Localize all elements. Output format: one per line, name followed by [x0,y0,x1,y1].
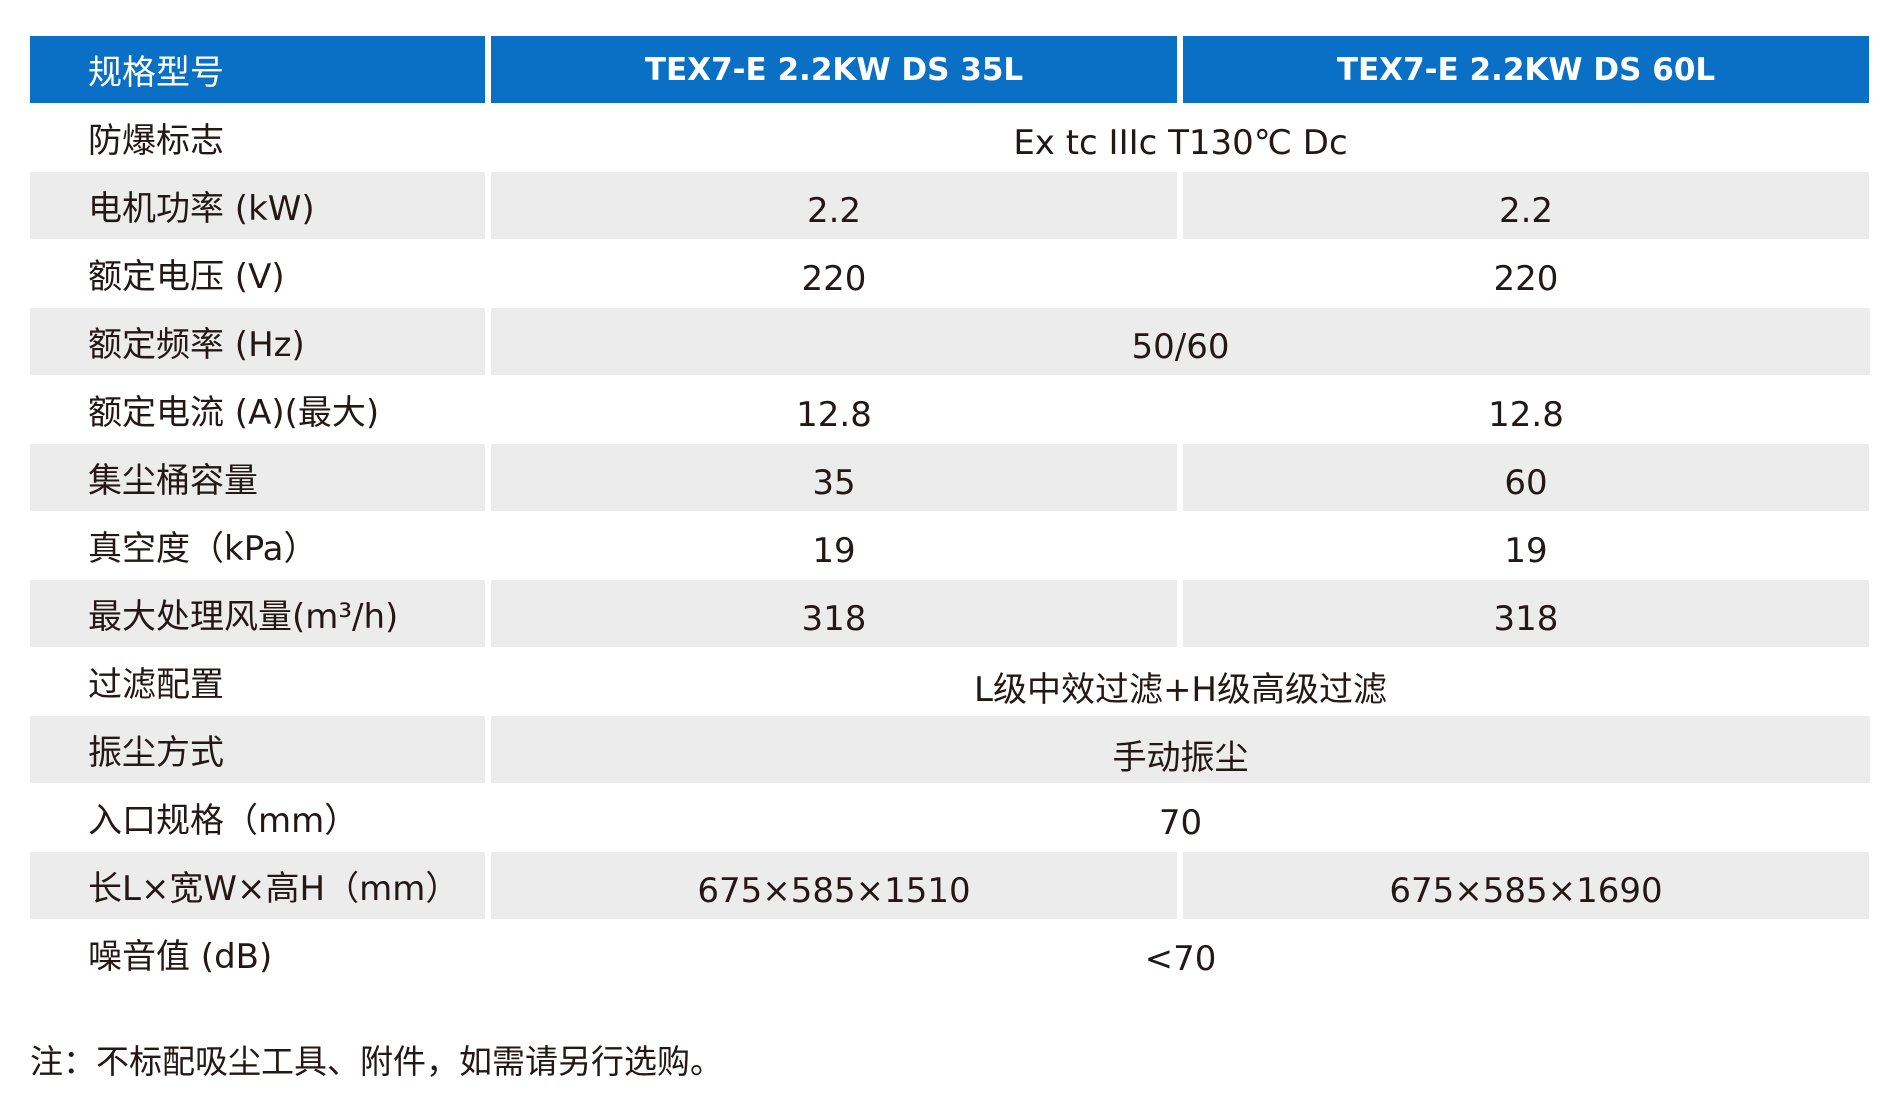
spec-table: 规格型号 TEX7-E 2.2KW DS 35L TEX7-E 2.2KW DS… [30,36,1870,988]
row-label: 电机功率 (kW) [30,172,485,239]
row-value-35l: 220 [801,258,867,299]
row-value-60l: 19 [1504,530,1548,571]
table-row: 真空度（kPa） 19 19 [30,512,1870,579]
row-label: 额定电流 (A)(最大) [88,393,380,433]
row-value-35l: 675×585×1510 [491,852,1177,919]
row-label: 振尘方式 [30,716,485,783]
row-label: 过滤配置 [88,665,224,705]
row-value-60l: 220 [1493,258,1559,299]
row-value-35l: 12.8 [796,394,872,435]
footnote: 注：不标配吸尘工具、附件，如需请另行选购。 [30,1042,723,1081]
header-label-cell: 规格型号 [30,36,485,103]
table-row: 噪音值 (dB) <70 [30,920,1870,987]
table-body: 防爆标志 Ex tc IIIc T130℃ Dc 电机功率 (kW) 2.2 2.2 额定… [30,104,1870,987]
table-row: 防爆标志 Ex tc IIIc T130℃ Dc [30,104,1870,171]
table-row: 集尘桶容量 35 60 [30,444,1870,511]
header-model-35l: TEX7-E 2.2KW DS 35L [491,36,1177,103]
row-label: 最大处理风量(m³/h) [30,580,485,647]
table-row: 最大处理风量(m³/h) 318 318 [30,580,1870,647]
row-value-merged: L级中效过滤+H级高级过滤 [974,670,1387,710]
table-row: 额定频率 (Hz) 50/60 [30,308,1870,375]
header-model-60l: TEX7-E 2.2KW DS 60L [1183,36,1869,103]
table-row: 额定电流 (A)(最大) 12.8 12.8 [30,376,1870,443]
row-value-60l: 12.8 [1488,394,1564,435]
row-value-merged: Ex tc IIIc T130℃ Dc [1013,122,1348,163]
row-label: 额定电压 (V) [88,257,285,297]
table-row: 电机功率 (kW) 2.2 2.2 [30,172,1870,239]
row-label: 真空度（kPa） [88,529,318,569]
row-value-35l: 318 [491,580,1177,647]
row-value-60l: 2.2 [1183,172,1869,239]
row-value-merged: 70 [1158,802,1203,843]
row-label: 噪音值 (dB) [88,937,273,977]
row-value-60l: 675×585×1690 [1183,852,1869,919]
row-value-merged: 手动振尘 [491,716,1870,783]
row-value-35l: 35 [491,444,1177,511]
row-value-60l: 60 [1183,444,1869,511]
table-row: 振尘方式 手动振尘 [30,716,1870,783]
row-label: 入口规格（mm） [88,801,359,841]
row-label: 长L×宽W×高H（mm） [30,852,485,919]
row-label: 防爆标志 [88,121,224,161]
table-row: 入口规格（mm） 70 [30,784,1870,851]
row-label: 集尘桶容量 [30,444,485,511]
table-header-row: 规格型号 TEX7-E 2.2KW DS 35L TEX7-E 2.2KW DS… [30,36,1870,103]
row-value-merged: 50/60 [491,308,1870,375]
row-value-60l: 318 [1183,580,1869,647]
table-row: 额定电压 (V) 220 220 [30,240,1870,307]
row-value-35l: 2.2 [491,172,1177,239]
row-label: 额定频率 (Hz) [30,308,485,375]
row-value-merged: <70 [1144,938,1217,979]
table-row: 长L×宽W×高H（mm） 675×585×1510 675×585×1690 [30,852,1870,919]
table-row: 过滤配置 L级中效过滤+H级高级过滤 [30,648,1870,715]
row-value-35l: 19 [812,530,856,571]
